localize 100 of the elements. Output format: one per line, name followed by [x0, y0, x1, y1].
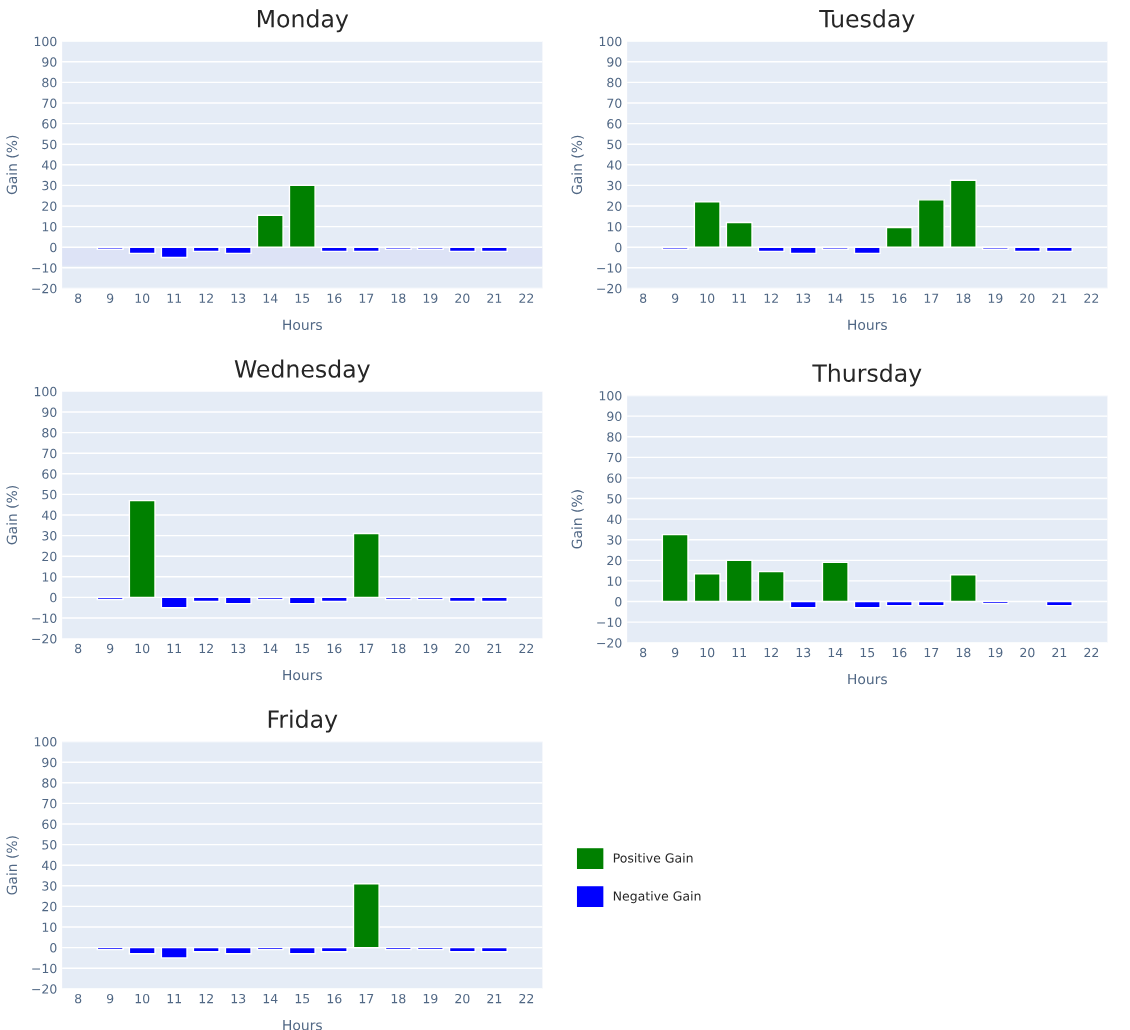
x-tick-label: 12 — [199, 293, 213, 303]
y-tick-label: 40 — [606, 514, 622, 525]
x-tick-label: 15 — [860, 647, 875, 658]
y-tick-label: 40 — [41, 510, 57, 520]
x-tick-label: 14 — [263, 293, 278, 303]
x-tick-label: 16 — [327, 643, 342, 654]
y-axis-title: Gain (%) — [571, 135, 584, 195]
y-tick-label: 50 — [42, 139, 57, 150]
x-tick-label: 20 — [1020, 647, 1035, 658]
x-tick-label: 19 — [988, 293, 1003, 303]
x-tick-label: 14 — [263, 643, 278, 653]
x-tick-label: 10 — [135, 643, 150, 654]
x-tick-label: 13 — [231, 993, 246, 1004]
x-axis-title: Hours — [283, 1020, 322, 1030]
x-tick-label: 21 — [487, 993, 502, 1004]
legend-label: Positive Gain — [613, 853, 693, 863]
x-tick-label: 19 — [988, 647, 1003, 658]
x-tick-label: 13 — [231, 643, 246, 654]
x-tick-label: 8 — [75, 293, 82, 303]
y-axis-title: Gain (%) — [571, 490, 584, 549]
y-tick-label: −20 — [597, 283, 622, 294]
x-tick-label: 12 — [199, 643, 213, 653]
x-tick-label: 13 — [231, 293, 246, 303]
y-tick-label: −10 — [597, 263, 622, 273]
x-tick-label: 12 — [764, 647, 778, 658]
y-tick-label: −10 — [32, 613, 57, 623]
y-tick-label: 0 — [615, 242, 622, 253]
y-tick-label: 50 — [42, 489, 57, 500]
chart-title: Wednesday — [234, 359, 370, 383]
x-tick-label: 21 — [1052, 647, 1067, 658]
x-tick-label: 9 — [671, 647, 679, 658]
y-tick-label: 30 — [607, 180, 622, 191]
legend-label: Negative Gain — [613, 891, 701, 904]
x-tick-label: 12 — [199, 993, 213, 1004]
y-tick-label: −10 — [32, 963, 57, 974]
x-tick-label: 8 — [640, 293, 647, 303]
x-tick-label: 14 — [828, 293, 843, 303]
x-axis-title: Hours — [848, 674, 887, 685]
y-tick-label: 70 — [42, 798, 57, 809]
y-tick-label: 30 — [42, 180, 57, 191]
y-tick-label: 10 — [607, 576, 622, 586]
y-tick-label: 0 — [615, 596, 622, 607]
y-tick-label: 30 — [42, 881, 57, 891]
x-tick-label: 15 — [295, 293, 310, 303]
x-tick-label: 11 — [167, 293, 182, 303]
x-tick-label: 18 — [956, 293, 971, 303]
y-tick-label: 10 — [42, 922, 57, 932]
x-tick-label: 17 — [359, 994, 374, 1004]
y-tick-label: 100 — [34, 737, 57, 747]
y-tick-label: 80 — [607, 77, 622, 88]
x-tick-label: 17 — [359, 293, 374, 303]
y-axis-title: Gain (%) — [6, 836, 19, 895]
x-axis-title: Hours — [283, 319, 322, 330]
x-axis-title: Hours — [283, 669, 322, 681]
x-tick-label: 20 — [455, 643, 470, 654]
x-tick-label: 9 — [671, 293, 679, 303]
y-tick-label: 70 — [42, 98, 57, 108]
x-tick-label: 16 — [327, 993, 342, 1004]
y-tick-label: 10 — [42, 572, 57, 582]
x-tick-label: 17 — [924, 293, 939, 303]
y-tick-label: 20 — [607, 201, 622, 211]
y-tick-label: −20 — [32, 634, 57, 644]
x-tick-label: 21 — [487, 643, 502, 653]
y-tick-label: 70 — [607, 452, 622, 463]
x-tick-label: 18 — [956, 647, 971, 658]
x-tick-label: 22 — [1084, 647, 1099, 658]
x-tick-label: 22 — [519, 993, 534, 1004]
x-tick-label: 17 — [924, 647, 939, 658]
x-tick-label: 11 — [167, 643, 182, 653]
y-tick-label: 0 — [50, 242, 57, 253]
y-tick-label: 60 — [42, 469, 57, 479]
y-tick-label: 90 — [607, 57, 622, 67]
x-tick-label: 10 — [135, 293, 150, 303]
x-tick-label: 20 — [455, 993, 470, 1004]
chart-title: Monday — [257, 9, 349, 33]
y-axis-title: Gain (%) — [6, 486, 19, 545]
y-tick-label: 10 — [607, 222, 622, 232]
y-tick-label: 60 — [42, 819, 57, 829]
y-tick-label: −20 — [32, 283, 57, 294]
x-tick-label: 18 — [391, 993, 406, 1004]
y-tick-label: 80 — [607, 432, 622, 442]
x-tick-label: 16 — [892, 293, 907, 303]
y-tick-label: −20 — [32, 984, 57, 994]
y-axis-title: Gain (%) — [6, 135, 19, 195]
y-tick-label: 20 — [607, 555, 622, 566]
x-tick-label: 18 — [391, 293, 406, 303]
y-tick-label: −20 — [597, 638, 622, 648]
x-tick-label: 11 — [732, 647, 747, 658]
x-tick-label: 8 — [75, 993, 82, 1004]
y-tick-label: 100 — [34, 386, 57, 397]
x-tick-label: 15 — [295, 643, 310, 654]
x-tick-label: 19 — [423, 643, 438, 654]
x-axis-title: Hours — [848, 319, 887, 330]
x-tick-label: 8 — [75, 643, 82, 654]
y-tick-label: 80 — [42, 77, 57, 88]
x-tick-label: 8 — [640, 647, 647, 658]
x-tick-label: 20 — [1020, 293, 1035, 303]
y-tick-label: 40 — [41, 860, 57, 871]
x-tick-label: 19 — [423, 993, 438, 1004]
y-tick-label: 80 — [42, 778, 57, 788]
